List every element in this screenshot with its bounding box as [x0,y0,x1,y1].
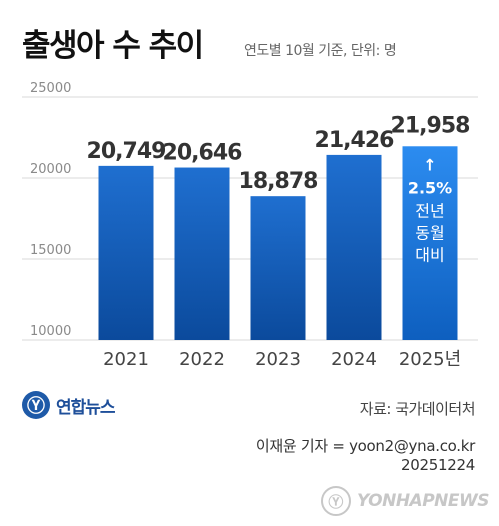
x-tick-label: 2023 [255,349,301,370]
logo-text: 연합뉴스 [56,397,116,418]
value-label: 20,749 [87,139,166,164]
bar [326,154,382,340]
watermark: Ⓨ YONHAPNEWS [320,486,490,516]
yonhap-logo: Ⓨ 연합뉴스 [22,390,116,420]
y-tick-label: 25000 [30,81,71,96]
credit-block: 이재윤 기자 = yoon2@yna.co.kr 20251224 [256,437,475,475]
change-percent: 2.5% [408,178,452,197]
publish-date: 20251224 [401,456,475,474]
watermark-text: YONHAPNEWS [356,491,490,511]
value-label: 21,958 [391,113,470,138]
bar [250,196,306,340]
chart-subtitle: 연도별 10월 기준, 단위: 명 [244,43,397,59]
data-source: 자료: 국가데이터처 [359,400,476,418]
value-label: 20,646 [163,141,243,166]
up-arrow-icon: ↑ [423,155,436,174]
x-tick-label: 2025년 [399,349,461,370]
x-tick-label: 2021 [103,349,149,370]
y-tick-label: 10000 [30,324,71,339]
y-tick-label: 15000 [30,243,71,258]
value-label: 21,426 [315,128,395,153]
reporter-credit: 이재윤 기자 = yoon2@yna.co.kr [255,437,475,455]
yonhap-logo-icon: Ⓨ [22,391,50,419]
x-tick-label: 2024 [331,349,377,370]
value-label: 18,878 [239,169,318,194]
x-tick-label: 2022 [179,349,225,370]
annotation-line: 대비 [415,245,444,264]
bar-chart: 25000 20000 15000 10000 20,749 2021 20,646 202… [22,81,478,370]
annotation-line: 전년 [415,201,444,220]
bar [98,165,154,340]
watermark-logo-icon: Ⓨ [320,486,351,516]
y-tick-label: 20000 [30,162,71,177]
chart-title: 출생아 수 추이 [22,28,204,64]
annotation-line: 동월 [415,223,444,242]
bar [402,146,458,340]
bar [174,167,230,340]
